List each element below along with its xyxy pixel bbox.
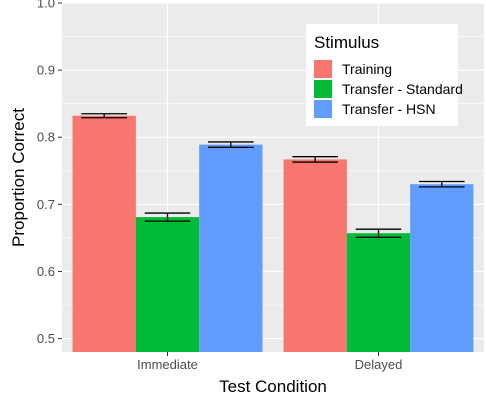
y-tick-label: 0.9 xyxy=(37,63,55,78)
y-axis-title: Proportion Correct xyxy=(9,108,28,247)
x-axis-title: Test Condition xyxy=(219,377,327,396)
legend-label-0: Training xyxy=(342,61,392,77)
bar-0-0 xyxy=(72,115,136,352)
bar-0-1 xyxy=(283,159,347,352)
y-tick-label: 1.0 xyxy=(37,0,55,11)
legend-title: Stimulus xyxy=(314,33,379,52)
legend-label-1: Transfer - Standard xyxy=(342,81,463,97)
bar-2-0 xyxy=(199,144,263,352)
y-tick-label: 0.8 xyxy=(37,130,55,145)
x-tick-label: Delayed xyxy=(355,357,403,372)
bar-1-0 xyxy=(135,217,200,352)
x-tick-label: Immediate xyxy=(137,357,198,372)
y-tick-label: 0.7 xyxy=(37,197,55,212)
legend-key-1 xyxy=(314,80,332,98)
y-tick-label: 0.5 xyxy=(37,331,55,346)
bar-1-1 xyxy=(346,233,411,352)
legend-label-2: Transfer - HSN xyxy=(342,101,436,117)
bar-2-1 xyxy=(410,184,474,352)
legend-key-2 xyxy=(314,100,332,118)
legend-key-0 xyxy=(314,60,332,78)
y-tick-label: 0.6 xyxy=(37,264,55,279)
